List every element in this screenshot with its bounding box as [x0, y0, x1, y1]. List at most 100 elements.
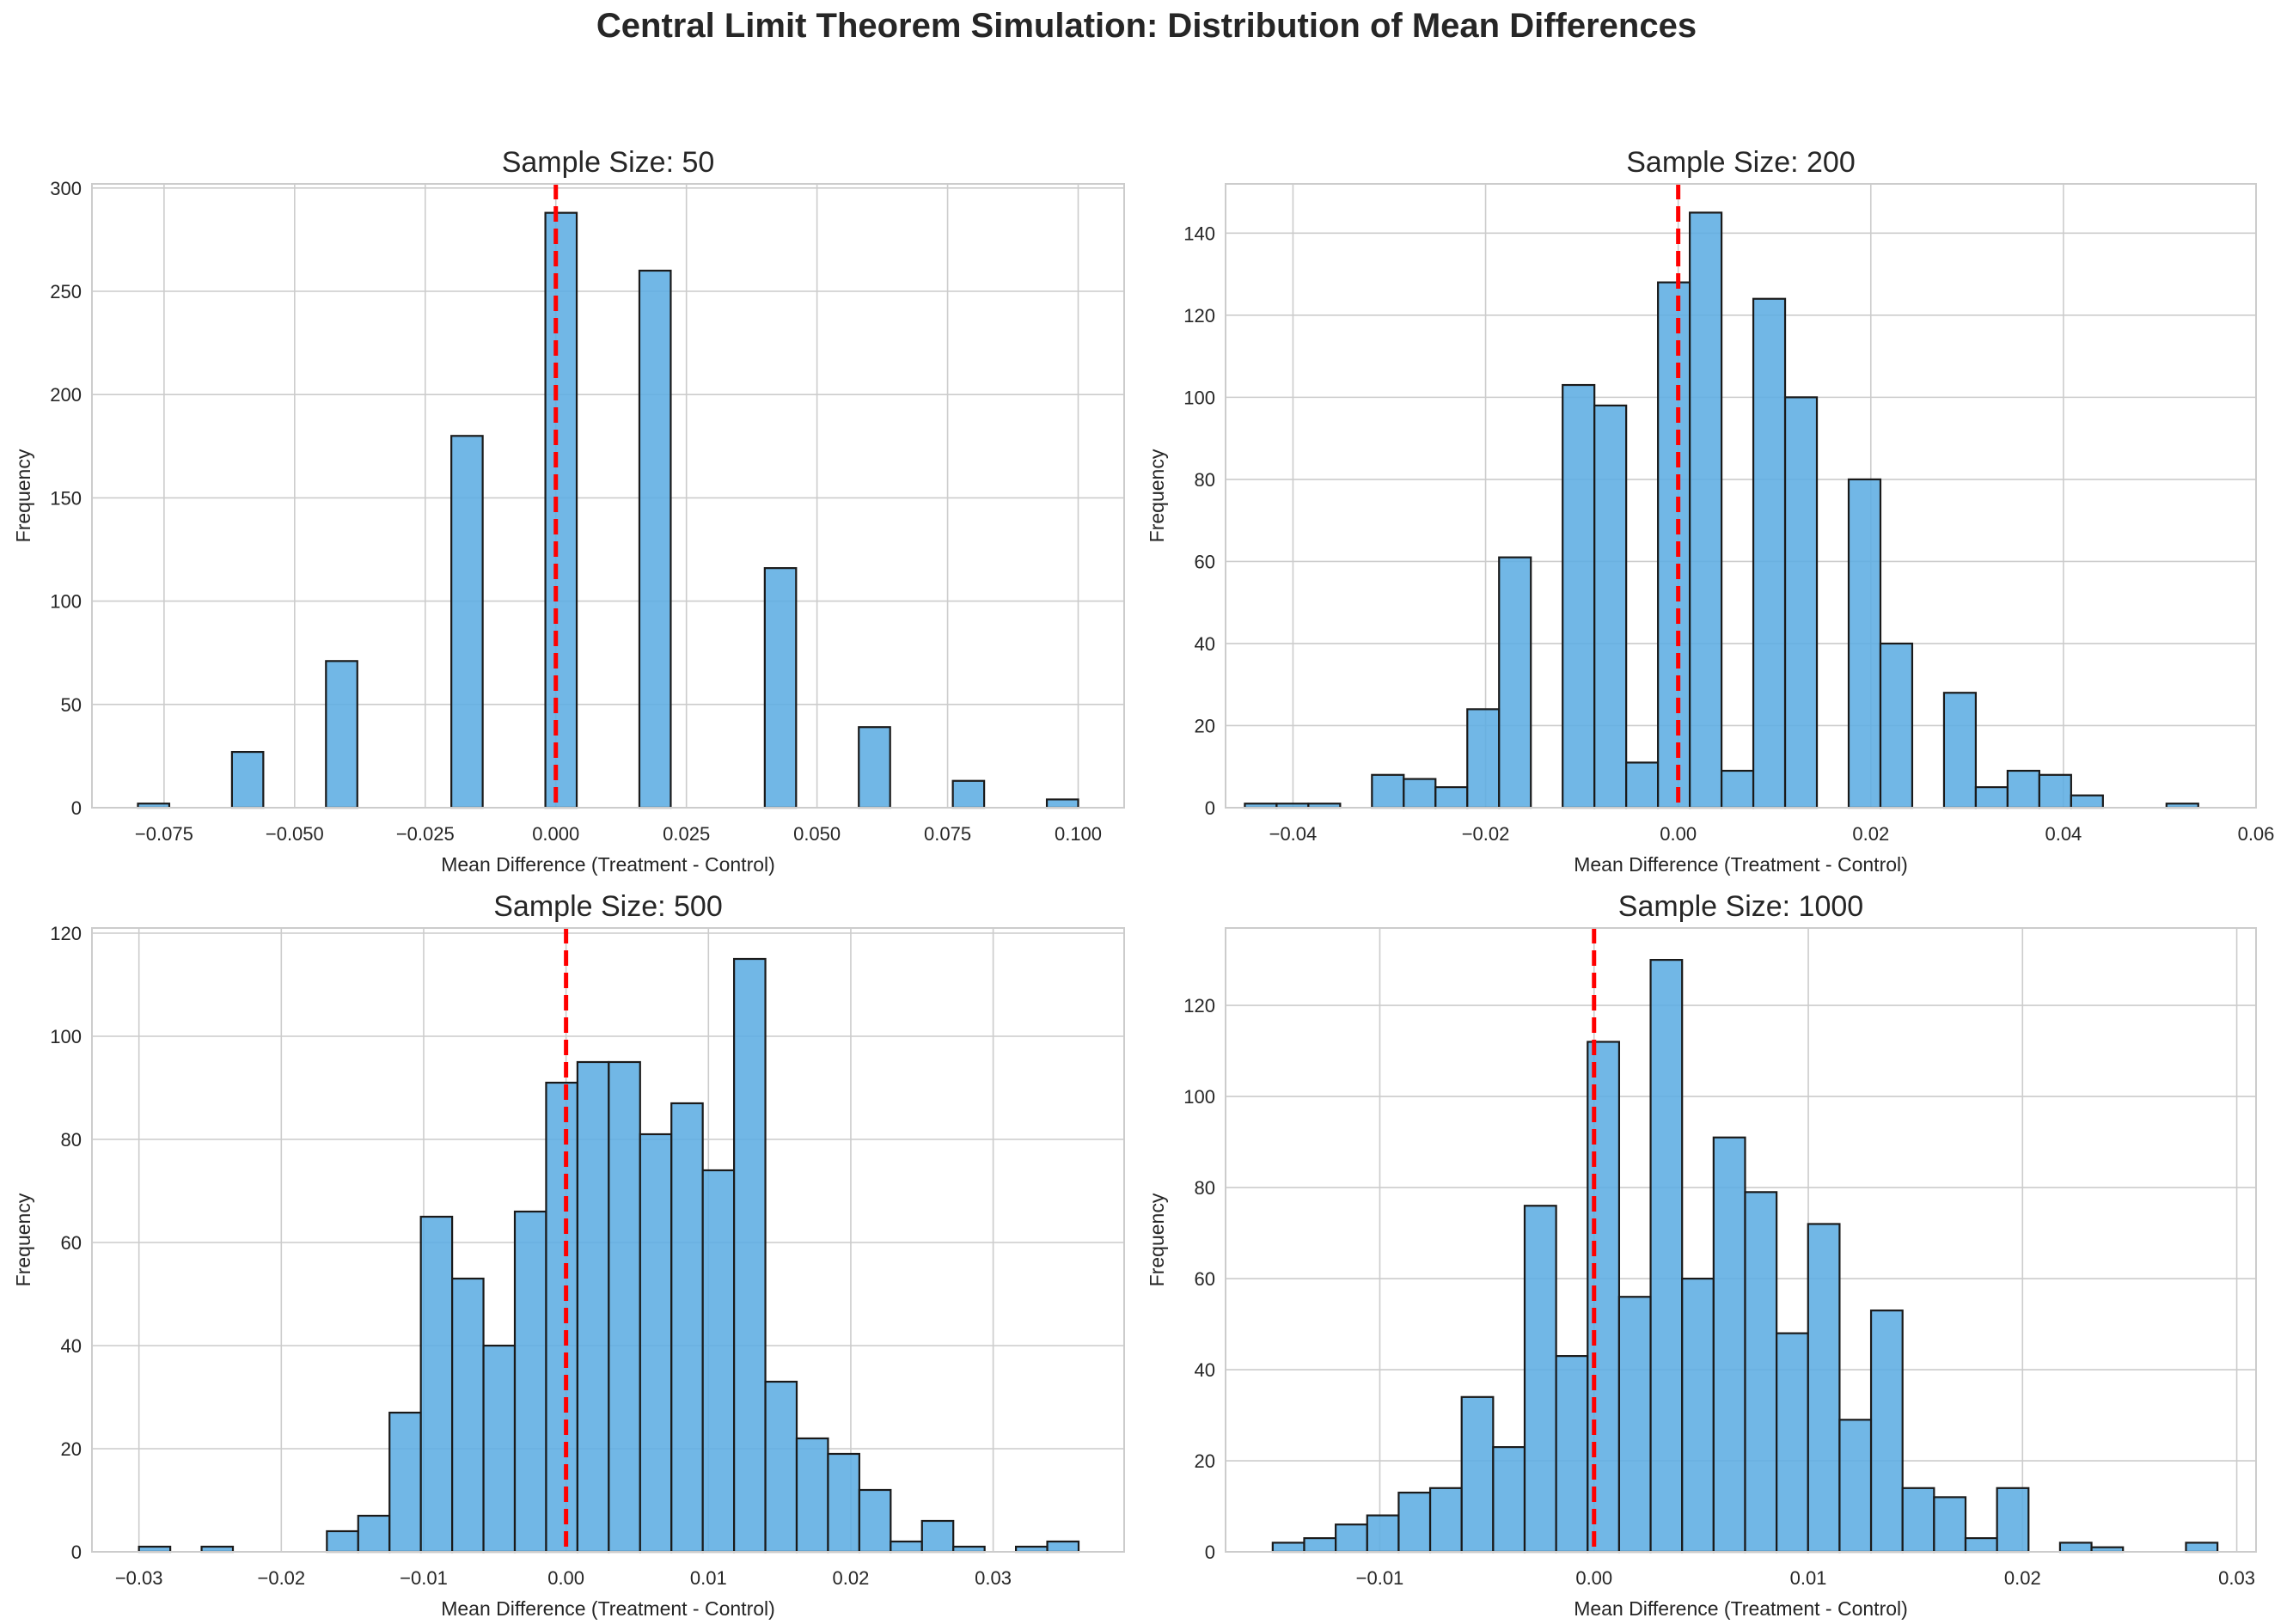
x-tick-label: −0.02 [257, 1567, 305, 1589]
histogram-bar [1371, 773, 1405, 809]
histogram-bar [1996, 1487, 2030, 1554]
subplot-title: Sample Size: 200 [1626, 146, 1856, 179]
histogram-bar [513, 1210, 547, 1554]
histogram-bar [576, 1060, 610, 1554]
histogram-bar [1744, 1191, 1778, 1554]
histogram-bar [1901, 1487, 1935, 1554]
histogram-bar [1649, 958, 1684, 1554]
histogram-bar [1964, 1537, 1998, 1554]
y-axis-label: Frequency [1146, 1193, 1168, 1286]
histogram-bar [1587, 1041, 1621, 1554]
histogram-bar [451, 1277, 485, 1554]
y-tick-label: 300 [50, 178, 82, 199]
histogram-bar [1045, 798, 1079, 809]
y-tick-label: 20 [61, 1438, 82, 1460]
x-tick-label: 0.02 [833, 1567, 870, 1589]
histogram-bar [1942, 692, 1978, 809]
histogram-bar [639, 1133, 673, 1554]
y-tick-label: 140 [1183, 223, 1215, 244]
histogram-bar [1681, 1277, 1715, 1554]
histogram-bar [137, 803, 171, 809]
x-tick-label: 0.06 [2238, 823, 2275, 845]
histogram-bar [1712, 1136, 1746, 1554]
y-tick-label: 200 [50, 384, 82, 406]
x-tick-label: 0.00 [1660, 823, 1697, 845]
histogram-bar [670, 1102, 704, 1554]
histogram-bar [608, 1060, 641, 1554]
y-tick-label: 80 [1195, 1177, 1215, 1199]
histogram-bar [1434, 786, 1469, 809]
axes-frame [1225, 927, 2257, 1553]
histogram-bar [1783, 396, 1819, 809]
histogram-bar [1307, 803, 1342, 809]
histogram-bar [1523, 1205, 1557, 1554]
y-tick-label: 100 [1183, 387, 1215, 408]
y-tick-label: 0 [1205, 797, 1215, 819]
y-tick-label: 250 [50, 281, 82, 302]
y-tick-label: 100 [50, 1026, 82, 1047]
histogram-bar [890, 1540, 923, 1554]
histogram-bar [544, 211, 578, 809]
histogram-bar [482, 1344, 517, 1554]
x-tick-label: 0.04 [2045, 823, 2082, 845]
x-tick-label: 0.025 [663, 823, 710, 845]
figure-title: Central Limit Theorem Simulation: Distri… [596, 7, 1697, 45]
subplot-title: Sample Size: 1000 [1618, 890, 1863, 923]
x-axis-label: Mean Difference (Treatment - Control) [441, 1597, 775, 1620]
histogram-bar [1657, 281, 1691, 809]
x-tick-label: −0.075 [135, 823, 193, 845]
x-tick-label: 0.02 [1852, 823, 1889, 845]
x-tick-label: 0.075 [924, 823, 971, 845]
y-tick-label: 20 [1195, 715, 1215, 736]
x-tick-label: 0.01 [690, 1567, 727, 1589]
y-tick-label: 80 [1195, 469, 1215, 491]
histogram-bar [1562, 383, 1596, 809]
histogram-bar [1776, 1332, 1809, 1554]
histogram-bar [795, 1437, 829, 1554]
histogram-bar [638, 269, 672, 809]
histogram-bar [2185, 1542, 2219, 1554]
histogram-bar [1752, 297, 1787, 809]
y-axis-label: Frequency [1146, 449, 1168, 542]
histogram-bar [545, 1081, 578, 1554]
y-tick-label: 60 [61, 1232, 82, 1254]
histogram-bar [200, 1545, 235, 1554]
y-tick-label: 40 [1195, 633, 1215, 655]
x-tick-label: −0.025 [396, 823, 455, 845]
histogram-bar [1689, 211, 1723, 809]
y-tick-label: 100 [50, 591, 82, 613]
y-tick-label: 120 [1183, 995, 1215, 1017]
subplot-title: Sample Size: 500 [493, 890, 723, 923]
y-axis-label: Frequency [12, 1193, 34, 1286]
histogram-bar [951, 779, 986, 809]
x-tick-label: −0.01 [1356, 1567, 1404, 1589]
histogram-bar [1335, 1523, 1368, 1554]
histogram-bar [2090, 1546, 2125, 1554]
histogram-bar [1244, 803, 1278, 809]
y-tick-label: 60 [1195, 1268, 1215, 1290]
histogram-bar [858, 726, 891, 809]
axes-frame [91, 183, 1125, 809]
histogram-bar [1046, 1540, 1080, 1554]
histogram-bar [1428, 1487, 1463, 1554]
histogram-bar [2165, 803, 2199, 809]
y-tick-label: 0 [71, 1542, 82, 1563]
histogram-bar [1879, 642, 1914, 809]
y-tick-label: 120 [1183, 305, 1215, 327]
x-axis-label: Mean Difference (Treatment - Control) [1574, 1597, 1908, 1620]
x-tick-label: 0.00 [547, 1567, 584, 1589]
histogram-bar [388, 1411, 422, 1554]
histogram-bar [2038, 773, 2072, 809]
histogram-bar [1460, 1395, 1495, 1554]
x-axis-label: Mean Difference (Treatment - Control) [441, 853, 775, 876]
y-tick-label: 120 [50, 923, 82, 944]
histogram-bar [419, 1215, 454, 1554]
histogram-bar [1397, 1492, 1432, 1554]
x-tick-label: −0.01 [400, 1567, 448, 1589]
histogram-bar [325, 660, 358, 809]
histogram-bar [920, 1519, 955, 1554]
